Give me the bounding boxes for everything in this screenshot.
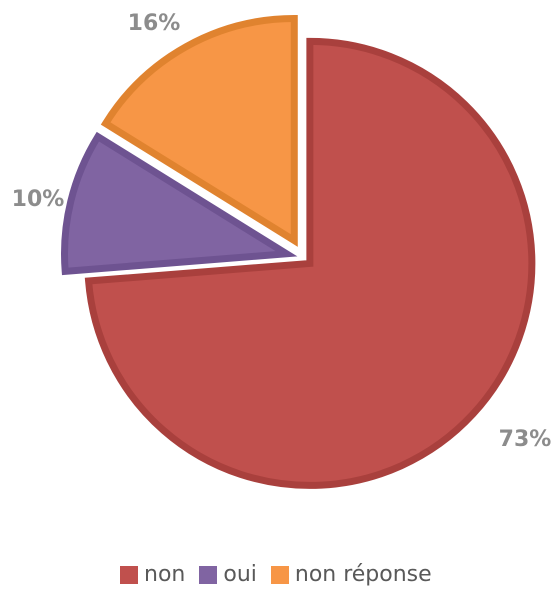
legend-swatch-non-reponse <box>270 565 289 584</box>
legend-swatch-oui <box>199 565 218 584</box>
data-label-oui: 10% <box>12 187 65 212</box>
data-label-non: 73% <box>499 427 552 452</box>
legend-item-non-reponse: non réponse <box>270 562 432 587</box>
chart-legend: non oui non réponse <box>120 562 432 587</box>
legend-item-oui: oui <box>199 562 257 587</box>
legend-swatch-non <box>120 565 138 584</box>
legend-label-non: non <box>144 562 186 587</box>
pie-slice-non <box>84 37 536 489</box>
legend-item-non: non <box>120 562 185 587</box>
legend-label-oui: oui <box>223 562 257 587</box>
data-label-non-reponse: 16% <box>128 11 181 36</box>
pie-slice-oui <box>61 131 298 276</box>
legend-label-non-reponse: non réponse <box>294 562 432 587</box>
pie-slice-non-reponse <box>100 15 298 247</box>
